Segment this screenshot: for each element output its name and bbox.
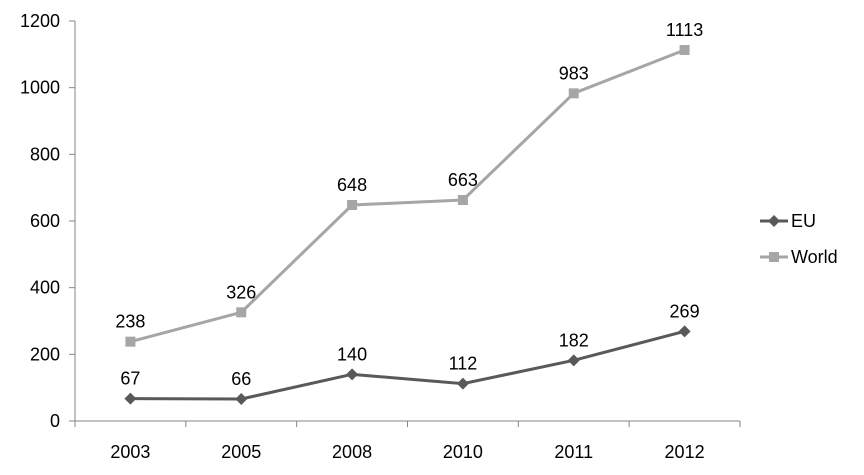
data-label-world: 1113 <box>666 20 703 40</box>
data-point-world <box>236 307 247 318</box>
data-label-eu: 67 <box>120 369 140 389</box>
data-label-eu: 112 <box>449 354 478 374</box>
data-point-eu <box>235 393 248 405</box>
legend-marker-world <box>769 252 779 262</box>
data-point-world <box>679 45 690 55</box>
x-tick-label: 2005 <box>221 442 261 462</box>
data-label-world: 663 <box>448 170 478 190</box>
y-tick-label: 0 <box>50 411 60 431</box>
data-point-world <box>568 88 579 99</box>
x-tick-label: 2010 <box>443 442 483 462</box>
data-point-world <box>125 336 136 347</box>
data-label-world: 326 <box>226 282 256 302</box>
series-line-world <box>130 48 686 344</box>
data-point-eu <box>567 354 580 367</box>
y-tick-label: 200 <box>30 344 60 364</box>
legend-item-world: World <box>760 247 838 267</box>
legend-item-eu: EU <box>760 211 816 231</box>
axes: 0 200 400 600 800 1000 1200 2003 2005 2008 2010 201… <box>20 11 741 462</box>
data-point-world <box>347 200 358 210</box>
y-tick-label: 400 <box>30 278 60 298</box>
data-point-eu <box>678 325 691 338</box>
y-tick-label: 1000 <box>20 78 60 98</box>
series-lines <box>130 48 686 401</box>
data-label-eu: 182 <box>559 330 589 350</box>
x-tick-label: 2003 <box>110 442 150 462</box>
data-label-world: 648 <box>337 175 367 195</box>
x-tick-label: 2011 <box>554 442 593 462</box>
series-markers <box>124 45 691 405</box>
data-point-eu <box>124 392 137 405</box>
data-label-world: 983 <box>559 63 589 83</box>
legend-label-world: World <box>791 247 838 267</box>
series-line-eu <box>130 329 685 401</box>
y-tick-label: 800 <box>30 144 60 164</box>
legend: EU World <box>760 211 838 267</box>
x-tick-label: 2008 <box>332 442 372 462</box>
y-tick-label: 600 <box>30 211 60 231</box>
data-label-eu: 140 <box>337 344 367 364</box>
data-label-eu: 269 <box>670 301 700 321</box>
data-label-world: 238 <box>115 312 145 332</box>
y-tick-label: 1200 <box>20 11 60 31</box>
legend-label-eu: EU <box>791 211 816 231</box>
legend-marker-eu <box>768 215 780 227</box>
data-label-eu: 66 <box>231 369 251 389</box>
data-point-world <box>457 195 468 205</box>
data-point-eu <box>456 377 469 390</box>
data-labels: 67 66 140 112 182 269 238 326 648 663 983 1113 <box>115 20 703 389</box>
x-tick-label: 2012 <box>665 442 705 462</box>
data-point-eu <box>346 368 359 381</box>
